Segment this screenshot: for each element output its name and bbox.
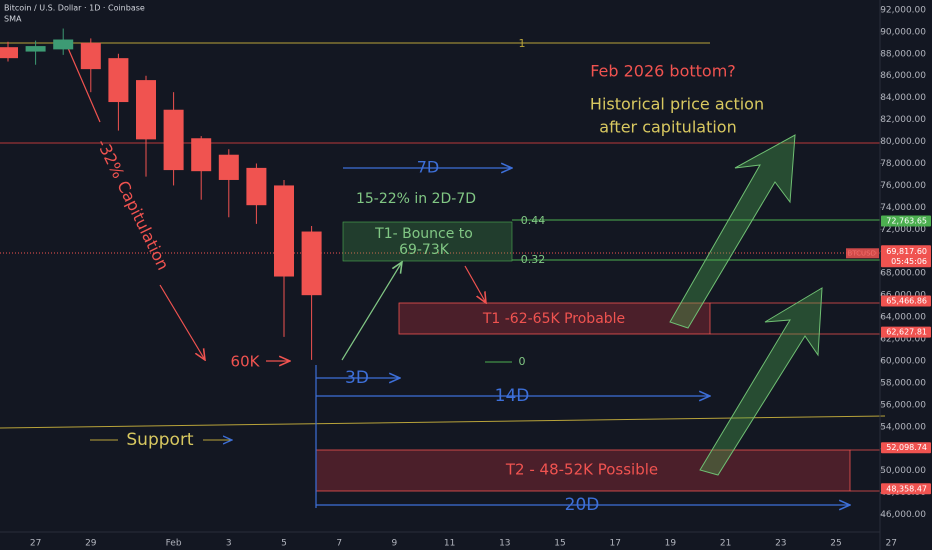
candle-body bbox=[80, 42, 101, 70]
annotation: Support bbox=[126, 430, 194, 450]
indicator-name: SMA bbox=[4, 15, 22, 24]
x-tick-label: 5 bbox=[281, 539, 287, 549]
y-tick-label: 86,000.00 bbox=[880, 71, 926, 81]
y-tick-label: 56,000.00 bbox=[880, 400, 926, 410]
y-tick-label: 84,000.00 bbox=[880, 93, 926, 103]
annotation: T2 - 48-52K Possible bbox=[505, 461, 658, 479]
candle-body bbox=[136, 80, 156, 140]
projection-arrow bbox=[699, 287, 823, 476]
annotation: after capitulation bbox=[599, 118, 736, 137]
y-tick-label: 80,000.00 bbox=[880, 137, 926, 147]
candle-body bbox=[246, 167, 267, 206]
price-tag-label: 72,763.65 bbox=[886, 216, 927, 225]
x-tick-label: 23 bbox=[775, 539, 786, 549]
price-tag bbox=[881, 483, 931, 495]
annotation: T1 -62-65K Probable bbox=[482, 311, 625, 327]
y-tick-label: 54,000.00 bbox=[880, 422, 926, 432]
x-tick-label: 11 bbox=[444, 539, 455, 549]
y-tick-label: 62,000.00 bbox=[880, 335, 926, 345]
price-tag-label: 52,098.74 bbox=[886, 443, 927, 452]
y-tick-label: 64,000.00 bbox=[880, 313, 926, 323]
fib-label: 0.32 bbox=[521, 253, 546, 266]
t1-box bbox=[398, 302, 711, 335]
candle-body bbox=[163, 109, 184, 171]
candle-body bbox=[0, 47, 18, 59]
y-tick-label: 50,000.00 bbox=[880, 466, 926, 476]
chart-title: Bitcoin / U.S. Dollar · 1D · Coinbase bbox=[4, 4, 145, 13]
t1-bounce-box bbox=[342, 221, 513, 262]
x-tick-label: 27 bbox=[885, 539, 896, 549]
support-line bbox=[0, 415, 886, 429]
price-tag-label: 65,466.86 bbox=[886, 297, 927, 306]
annotation: 15-22% in 2D-7D bbox=[356, 191, 476, 207]
x-tick-label: 15 bbox=[554, 539, 565, 549]
candle-body bbox=[191, 138, 212, 172]
pullback-arrow bbox=[464, 265, 486, 303]
x-tick-label: 29 bbox=[85, 539, 97, 549]
annotation: 69-73K bbox=[399, 242, 450, 258]
y-tick-label: 92,000.00 bbox=[880, 5, 926, 15]
x-tick-label: 21 bbox=[720, 539, 731, 549]
annotation: T1- Bounce to bbox=[374, 226, 473, 242]
annotation: Feb 2026 bottom? bbox=[590, 62, 736, 81]
candle-body bbox=[218, 154, 239, 180]
price-tag bbox=[881, 442, 931, 454]
y-tick-label: 72,000.00 bbox=[880, 225, 926, 235]
range-label: 20D bbox=[565, 495, 600, 515]
projection-arrow bbox=[669, 134, 796, 329]
last-price-label: 69,817.60 bbox=[886, 247, 927, 256]
price-tag-label: 62,627.81 bbox=[886, 328, 927, 337]
annotation: Historical price action bbox=[590, 95, 764, 114]
candle-body bbox=[274, 185, 294, 277]
countdown: 05:45:06 bbox=[891, 257, 927, 266]
candle-body bbox=[25, 46, 46, 52]
range-label: 7D bbox=[417, 158, 440, 177]
symbol-tag bbox=[846, 248, 879, 259]
range-label: 14D bbox=[495, 386, 530, 406]
y-tick-label: 68,000.00 bbox=[880, 269, 926, 279]
t2-box bbox=[315, 449, 851, 492]
y-tick-label: 90,000.00 bbox=[880, 27, 926, 37]
y-tick-label: 82,000.00 bbox=[880, 115, 926, 125]
fib-label: 1 bbox=[519, 37, 526, 50]
price-tag bbox=[881, 326, 931, 338]
range-label: 3D bbox=[345, 368, 369, 388]
candle-body bbox=[108, 58, 129, 103]
x-tick-label: 19 bbox=[665, 539, 677, 549]
candle-body bbox=[53, 39, 74, 50]
y-tick-label: 74,000.00 bbox=[880, 203, 926, 213]
price-tag bbox=[881, 215, 931, 227]
x-tick-label: 25 bbox=[830, 539, 841, 549]
y-tick-label: 76,000.00 bbox=[880, 181, 926, 191]
y-tick-label: 60,000.00 bbox=[880, 357, 926, 367]
y-tick-label: 58,000.00 bbox=[880, 378, 926, 388]
bounce-arrow bbox=[341, 262, 402, 361]
x-tick-label: 17 bbox=[609, 539, 620, 549]
last-price-tag bbox=[881, 245, 931, 268]
y-tick-label: 46,000.00 bbox=[880, 510, 926, 520]
y-tick-label: 78,000.00 bbox=[880, 159, 926, 169]
x-tick-label: 27 bbox=[30, 539, 41, 549]
plot bbox=[0, 42, 886, 508]
x-tick-label: 9 bbox=[392, 539, 398, 549]
x-tick-label: 3 bbox=[226, 539, 232, 549]
price-tag-label: 48,358.47 bbox=[886, 484, 927, 493]
x-tick-label: 7 bbox=[336, 539, 342, 549]
annotation: 60K bbox=[231, 353, 261, 371]
decline-arrow bbox=[159, 284, 205, 360]
price-tag bbox=[881, 295, 931, 307]
x-tick-label: Feb bbox=[166, 539, 182, 549]
fib-label: 0 bbox=[519, 355, 526, 368]
x-tick-label: 13 bbox=[499, 539, 510, 549]
fib-label: 0.44 bbox=[521, 214, 546, 227]
candle-body bbox=[301, 231, 322, 296]
decline-arrow bbox=[67, 47, 101, 123]
y-tick-label: 88,000.00 bbox=[880, 49, 926, 59]
